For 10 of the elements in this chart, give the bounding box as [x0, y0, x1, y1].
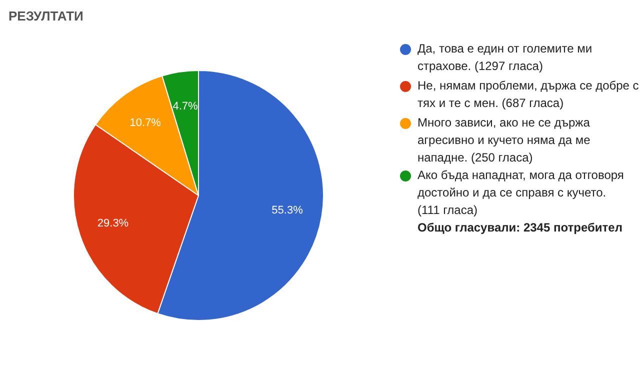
data-label: 55.3%	[272, 204, 304, 216]
legend-label: Не, нямам проблеми, държа се добре с тях и те с мен. (687 гласа)	[418, 78, 639, 110]
data-label: 4.7%	[172, 100, 198, 112]
data-label: 29.3%	[97, 218, 129, 230]
chart-title: РЕЗУЛТАТИ	[8, 8, 84, 24]
text: Общо гласували: 2345 потребител	[418, 220, 622, 234]
data-label: 10.7%	[130, 116, 162, 129]
legend-label: Да, това е един от големите ми страхове. (1297 гласа)	[418, 42, 592, 73]
legend-label: Ако бъда нападнат, мога да отговоря достойно и да се справя с кучето. (111 гласа)	[418, 168, 624, 217]
legend-label: Много зависи, ако не се държа агресивно и кучето няма да ме нападне. (250 гласа)	[418, 116, 591, 164]
